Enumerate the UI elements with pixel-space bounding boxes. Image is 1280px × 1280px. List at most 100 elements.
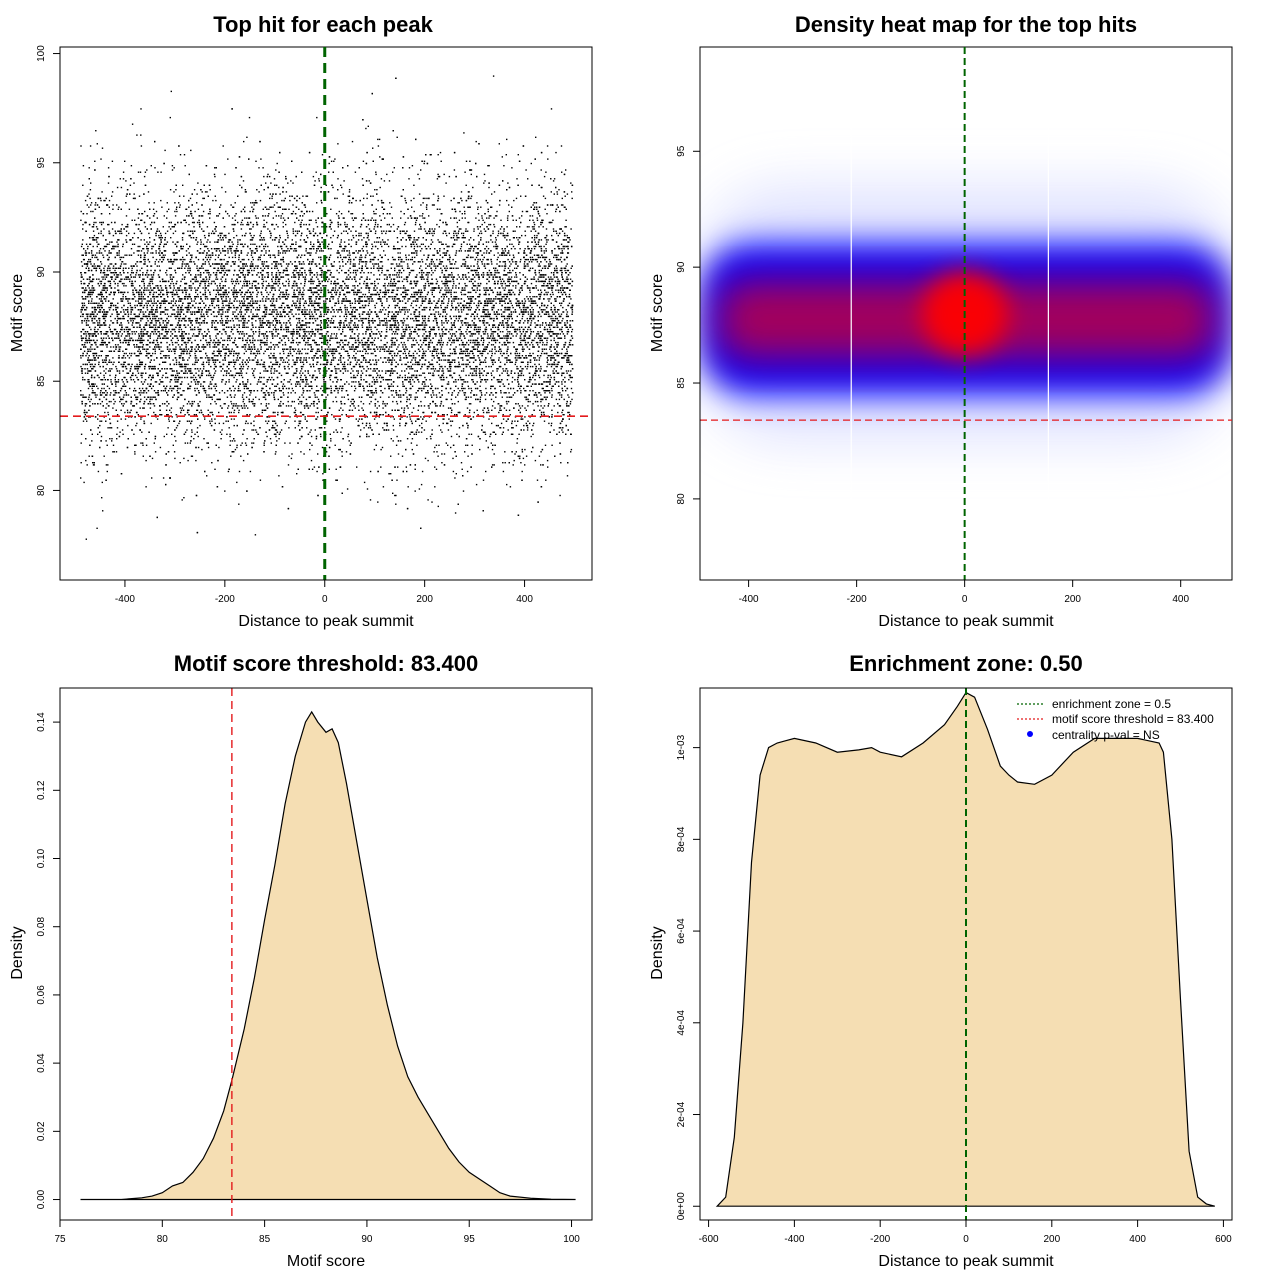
- scatter-point: [152, 352, 154, 355]
- scatter-point: [244, 189, 247, 191]
- scatter-point: [499, 352, 502, 355]
- scatter-point: [291, 287, 293, 289]
- scatter-point: [145, 444, 148, 446]
- scatter-point: [558, 398, 561, 401]
- scatter-point: [126, 331, 129, 333]
- scatter-point: [498, 204, 501, 206]
- scatter-point: [482, 374, 484, 377]
- scatter-point: [263, 261, 265, 263]
- scatter-point: [241, 337, 244, 339]
- scatter-point: [411, 431, 414, 433]
- scatter-point: [388, 304, 390, 307]
- scatter-point: [462, 309, 465, 311]
- scatter-point: [232, 361, 234, 363]
- scatter-point: [333, 311, 335, 313]
- scatter-point: [187, 248, 189, 250]
- scatter-point: [410, 387, 412, 390]
- scatter-point: [463, 392, 465, 394]
- scatter-point: [512, 394, 514, 396]
- scatter-point: [231, 256, 234, 259]
- scatter-point: [284, 341, 286, 344]
- scatter-point: [509, 486, 512, 488]
- scatter-point: [206, 475, 208, 477]
- scatter-point: [166, 414, 168, 416]
- scatter-point: [420, 483, 423, 486]
- scatter-point: [445, 232, 447, 235]
- scatter-point: [446, 341, 449, 344]
- scatter-point: [221, 306, 223, 309]
- scatter-point: [93, 221, 95, 224]
- scatter-point: [437, 197, 440, 200]
- scatter-point: [132, 291, 134, 294]
- scatter-point: [523, 429, 525, 431]
- scatter-point: [408, 254, 410, 256]
- scatter-point: [493, 245, 495, 248]
- scatter-point: [483, 293, 485, 296]
- scatter-point: [206, 191, 208, 193]
- scatter-point: [105, 390, 107, 392]
- scatter-point: [407, 298, 409, 300]
- scatter-point: [456, 433, 458, 435]
- scatter-point: [352, 398, 354, 401]
- scatter-point: [159, 352, 162, 355]
- scatter-point: [295, 341, 298, 344]
- scatter-point: [203, 197, 205, 200]
- scatter-point: [556, 272, 558, 274]
- scatter-point: [474, 280, 476, 283]
- scatter-point: [305, 331, 307, 333]
- scatter-point: [413, 245, 416, 248]
- scatter-point: [190, 285, 192, 287]
- scatter-point: [547, 363, 549, 366]
- scatter-point: [373, 448, 376, 451]
- scatter-point: [463, 306, 466, 309]
- scatter-point: [85, 309, 87, 311]
- scatter-point: [290, 213, 293, 215]
- scatter-point: [423, 372, 426, 374]
- scatter-point: [210, 232, 213, 235]
- scatter-point: [108, 350, 111, 352]
- scatter-point: [420, 405, 423, 407]
- scatter-point: [158, 317, 160, 320]
- scatter-point: [228, 304, 230, 307]
- scatter-point: [546, 459, 549, 462]
- scatter-point: [223, 265, 226, 267]
- scatter-point: [443, 326, 445, 328]
- scatter-point: [108, 223, 110, 226]
- scatter-point: [334, 444, 336, 446]
- scatter-point: [468, 433, 470, 435]
- scatter-point: [468, 248, 470, 250]
- scatter-point: [400, 293, 402, 296]
- scatter-point: [440, 403, 442, 405]
- scatter-point: [394, 344, 396, 346]
- scatter-point: [214, 400, 216, 403]
- scatter-point: [529, 267, 532, 269]
- scatter-point: [462, 359, 464, 361]
- scatter-point: [344, 368, 347, 370]
- scatter-point: [259, 344, 262, 346]
- scatter-point: [269, 175, 271, 178]
- scatter-point: [483, 315, 485, 318]
- scatter-point: [347, 285, 349, 287]
- scatter-point: [201, 215, 204, 217]
- scatter-point: [540, 280, 542, 283]
- scatter-point: [276, 320, 278, 322]
- scatter-point: [532, 296, 534, 298]
- scatter-point: [501, 433, 503, 435]
- scatter-point: [290, 309, 292, 311]
- scatter-point: [129, 239, 131, 241]
- scatter-point: [484, 398, 487, 401]
- scatter-point: [557, 372, 560, 374]
- scatter-point: [104, 320, 107, 322]
- scatter-point: [361, 219, 363, 221]
- scatter-point: [189, 311, 192, 313]
- scatter-point: [266, 348, 269, 350]
- scatter-point: [468, 206, 470, 208]
- scatter-point: [490, 289, 492, 291]
- scatter-point: [296, 361, 298, 363]
- scatter-point: [116, 427, 119, 429]
- scatter-point: [450, 199, 452, 202]
- scatter-point: [363, 306, 366, 309]
- scatter-point: [371, 331, 373, 333]
- scatter-point: [504, 250, 507, 252]
- scatter-point: [562, 239, 565, 241]
